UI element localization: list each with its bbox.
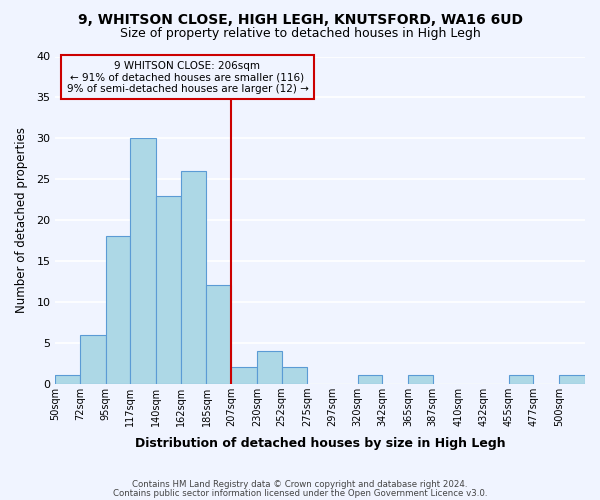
Y-axis label: Number of detached properties: Number of detached properties: [15, 127, 28, 313]
Bar: [281, 368, 307, 384]
Text: Contains HM Land Registry data © Crown copyright and database right 2024.: Contains HM Land Registry data © Crown c…: [132, 480, 468, 489]
Bar: [231, 368, 257, 384]
Bar: [358, 376, 382, 384]
Bar: [257, 351, 281, 384]
Bar: [55, 376, 80, 384]
Bar: [80, 334, 106, 384]
Bar: [408, 376, 433, 384]
X-axis label: Distribution of detached houses by size in High Legh: Distribution of detached houses by size …: [135, 437, 505, 450]
Bar: [156, 196, 181, 384]
Text: 9 WHITSON CLOSE: 206sqm
← 91% of detached houses are smaller (116)
9% of semi-de: 9 WHITSON CLOSE: 206sqm ← 91% of detache…: [67, 60, 308, 94]
Bar: [559, 376, 585, 384]
Bar: [181, 171, 206, 384]
Bar: [509, 376, 533, 384]
Text: Contains public sector information licensed under the Open Government Licence v3: Contains public sector information licen…: [113, 488, 487, 498]
Text: Size of property relative to detached houses in High Legh: Size of property relative to detached ho…: [119, 28, 481, 40]
Bar: [206, 286, 231, 384]
Bar: [106, 236, 130, 384]
Text: 9, WHITSON CLOSE, HIGH LEGH, KNUTSFORD, WA16 6UD: 9, WHITSON CLOSE, HIGH LEGH, KNUTSFORD, …: [77, 12, 523, 26]
Bar: [130, 138, 156, 384]
